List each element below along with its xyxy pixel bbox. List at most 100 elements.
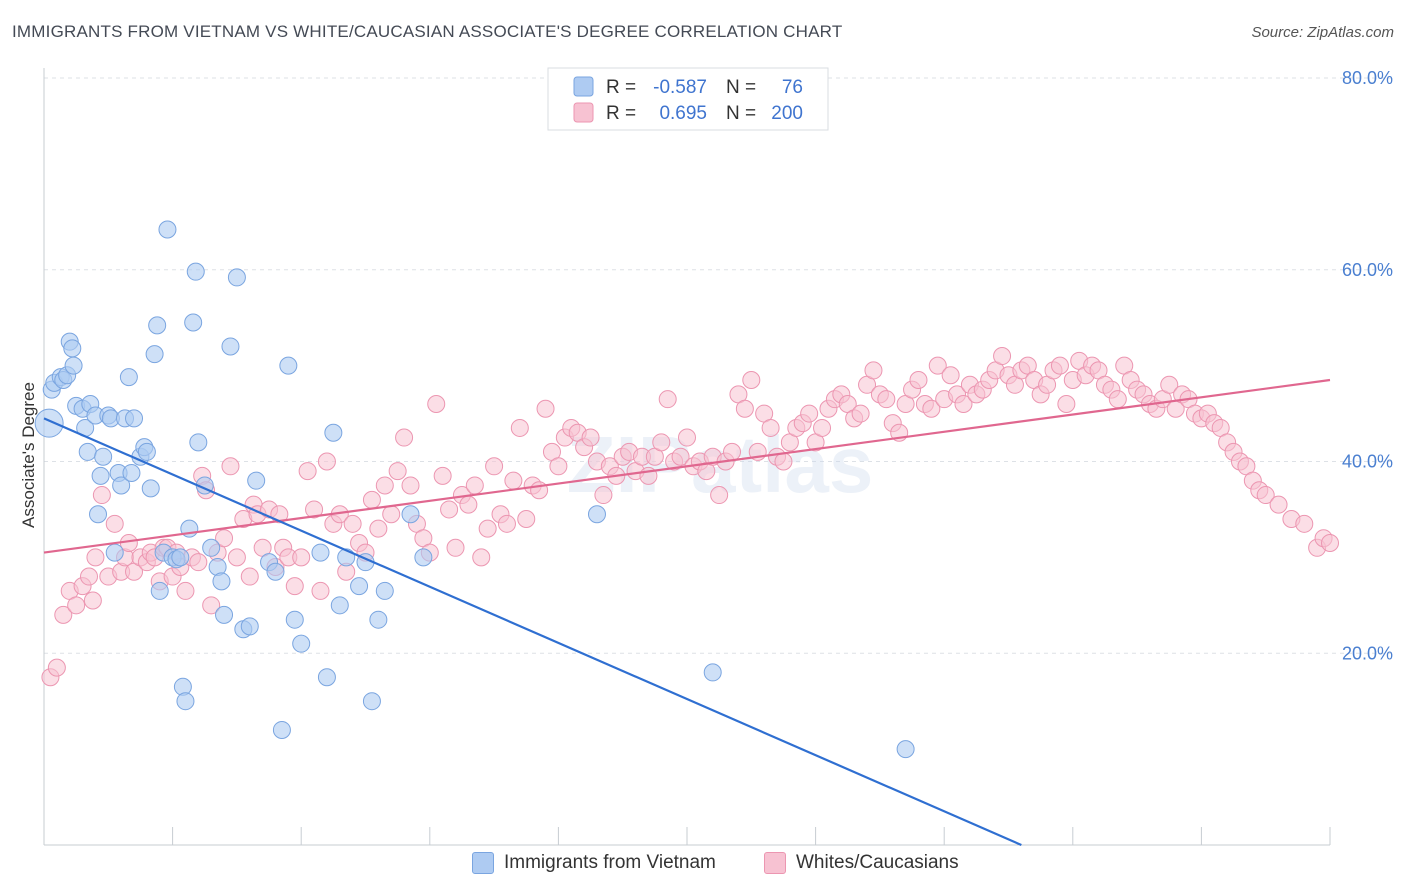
axes [43, 68, 1331, 846]
legend-r-value-2: 0.695 [659, 103, 707, 124]
legend-swatch-whites [764, 852, 786, 874]
whites-point [800, 404, 819, 423]
whites-point [427, 394, 446, 413]
whites-point [658, 390, 677, 409]
series-vietnam-points [34, 220, 915, 759]
whites-point [176, 581, 195, 600]
vietnam-point [202, 538, 221, 557]
vietnam-point [272, 720, 291, 739]
whites-point [388, 462, 407, 481]
whites-point [941, 366, 960, 385]
whites-point [928, 356, 947, 375]
vietnam-point [324, 423, 343, 442]
vietnam-point [112, 476, 131, 495]
vietnam-point [212, 572, 231, 591]
whites-point [735, 399, 754, 418]
vietnam-point [227, 268, 246, 287]
whites-point [92, 486, 111, 505]
whites-point [549, 457, 568, 476]
whites-point [105, 514, 124, 533]
whites-point [1050, 356, 1069, 375]
y-tick-labels: 20.0% 40.0% 60.0% 80.0% [1342, 68, 1393, 663]
legend-label-vietnam: Immigrants from Vietnam [504, 852, 716, 873]
legend-n-value-1: 76 [782, 77, 803, 98]
grid-lines [44, 77, 1392, 654]
whites-point [369, 519, 388, 538]
y-tick-label: 60.0% [1342, 260, 1393, 280]
vietnam-point [105, 543, 124, 562]
vietnam-point [137, 442, 156, 461]
legend-n-label-1: N = [726, 77, 756, 98]
whites-point [240, 567, 259, 586]
whites-point [401, 476, 420, 495]
vietnam-point [221, 337, 240, 356]
vietnam-point [350, 577, 369, 596]
vietnam-point [145, 345, 164, 364]
vietnam-point [186, 262, 205, 281]
whites-trend-line [43, 378, 1331, 554]
whites-point [1160, 375, 1179, 394]
vietnam-point [285, 610, 304, 629]
legend-item-vietnam: Immigrants from Vietnam [472, 852, 716, 874]
vietnam-point [240, 617, 259, 636]
vietnam-point [148, 316, 167, 335]
whites-point [504, 471, 523, 490]
vietnam-point [176, 692, 195, 711]
whites-point [343, 514, 362, 533]
vietnam-point [362, 692, 381, 711]
whites-point [485, 457, 504, 476]
vietnam-point [369, 610, 388, 629]
vietnam-point [330, 596, 349, 615]
whites-point [497, 514, 516, 533]
legend-n-label-2: N = [726, 103, 756, 124]
vietnam-point [587, 505, 606, 524]
trend-lines [43, 378, 1331, 847]
vietnam-point [279, 356, 298, 375]
whites-point [292, 548, 311, 567]
whites-point [221, 457, 240, 476]
y-axis-title: Associate's Degree [19, 382, 38, 528]
vietnam-point [311, 543, 330, 562]
whites-point [594, 486, 613, 505]
chart-title: IMMIGRANTS FROM VIETNAM VS WHITE/CAUCASI… [12, 22, 843, 41]
whites-point [215, 529, 234, 548]
whites-point [227, 548, 246, 567]
whites-point [1256, 486, 1275, 505]
vietnam-point [63, 339, 82, 358]
whites-point [202, 596, 221, 615]
whites-point [465, 476, 484, 495]
legend-r-label-2: R = [606, 103, 636, 124]
legend-item-whites: Whites/Caucasians [764, 852, 959, 874]
vietnam-point [125, 409, 144, 428]
whites-point [362, 490, 381, 509]
vietnam-point [150, 581, 169, 600]
vietnam-point [292, 634, 311, 653]
whites-point [54, 605, 73, 624]
vietnam-point [266, 562, 285, 581]
whites-point [47, 658, 66, 677]
whites-point [678, 428, 696, 447]
y-tick-label: 20.0% [1342, 643, 1393, 663]
whites-point [298, 462, 317, 481]
chart-source: Source: ZipAtlas.com [1251, 24, 1394, 41]
whites-point [864, 361, 883, 380]
whites-point [909, 371, 928, 390]
whites-point [80, 567, 99, 586]
legend-n-value-2: 200 [771, 103, 803, 124]
vietnam-point [64, 356, 83, 375]
whites-point [536, 399, 555, 418]
whites-point [446, 538, 465, 557]
bottom-legend: Immigrants from Vietnam Whites/Caucasian… [0, 850, 1406, 880]
whites-point [317, 452, 336, 471]
whites-point [1295, 514, 1314, 533]
whites-point [710, 486, 729, 505]
whites-point [67, 596, 86, 615]
whites-point [993, 347, 1012, 366]
vietnam-point [184, 313, 203, 332]
whites-point [459, 495, 478, 514]
vietnam-point [317, 668, 336, 687]
whites-point [478, 519, 497, 538]
whites-point [774, 452, 793, 471]
y-tick-label: 40.0% [1342, 452, 1393, 472]
whites-point [189, 553, 208, 572]
